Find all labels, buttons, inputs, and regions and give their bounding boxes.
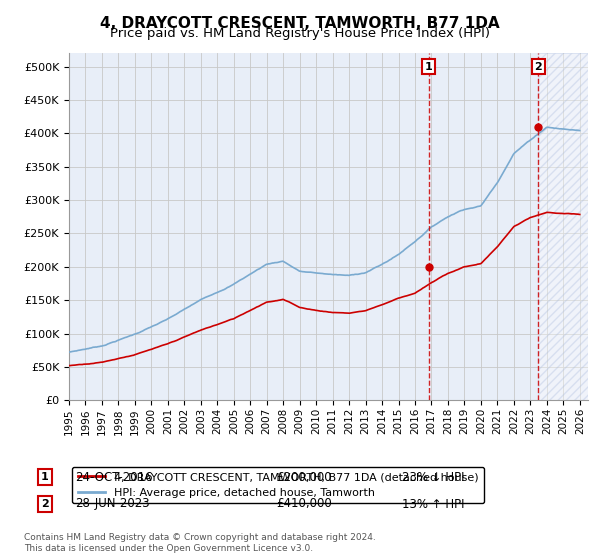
Text: 28-JUN-2023: 28-JUN-2023 (75, 497, 149, 511)
Text: £410,000: £410,000 (276, 497, 332, 511)
Text: 4, DRAYCOTT CRESCENT, TAMWORTH, B77 1DA: 4, DRAYCOTT CRESCENT, TAMWORTH, B77 1DA (100, 16, 500, 31)
Text: 24-OCT-2016: 24-OCT-2016 (75, 470, 152, 484)
Text: Contains HM Land Registry data © Crown copyright and database right 2024.
This d: Contains HM Land Registry data © Crown c… (24, 533, 376, 553)
Text: 23% ↓ HPI: 23% ↓ HPI (402, 470, 464, 484)
Text: 1: 1 (41, 472, 49, 482)
Text: 1: 1 (425, 62, 433, 72)
Text: Price paid vs. HM Land Registry's House Price Index (HPI): Price paid vs. HM Land Registry's House … (110, 27, 490, 40)
Text: £200,000: £200,000 (276, 470, 332, 484)
Legend: 4, DRAYCOTT CRESCENT, TAMWORTH, B77 1DA (detached house), HPI: Average price, de: 4, DRAYCOTT CRESCENT, TAMWORTH, B77 1DA … (72, 466, 484, 503)
Text: 13% ↑ HPI: 13% ↑ HPI (402, 497, 464, 511)
Text: 2: 2 (535, 62, 542, 72)
Text: 2: 2 (41, 499, 49, 509)
